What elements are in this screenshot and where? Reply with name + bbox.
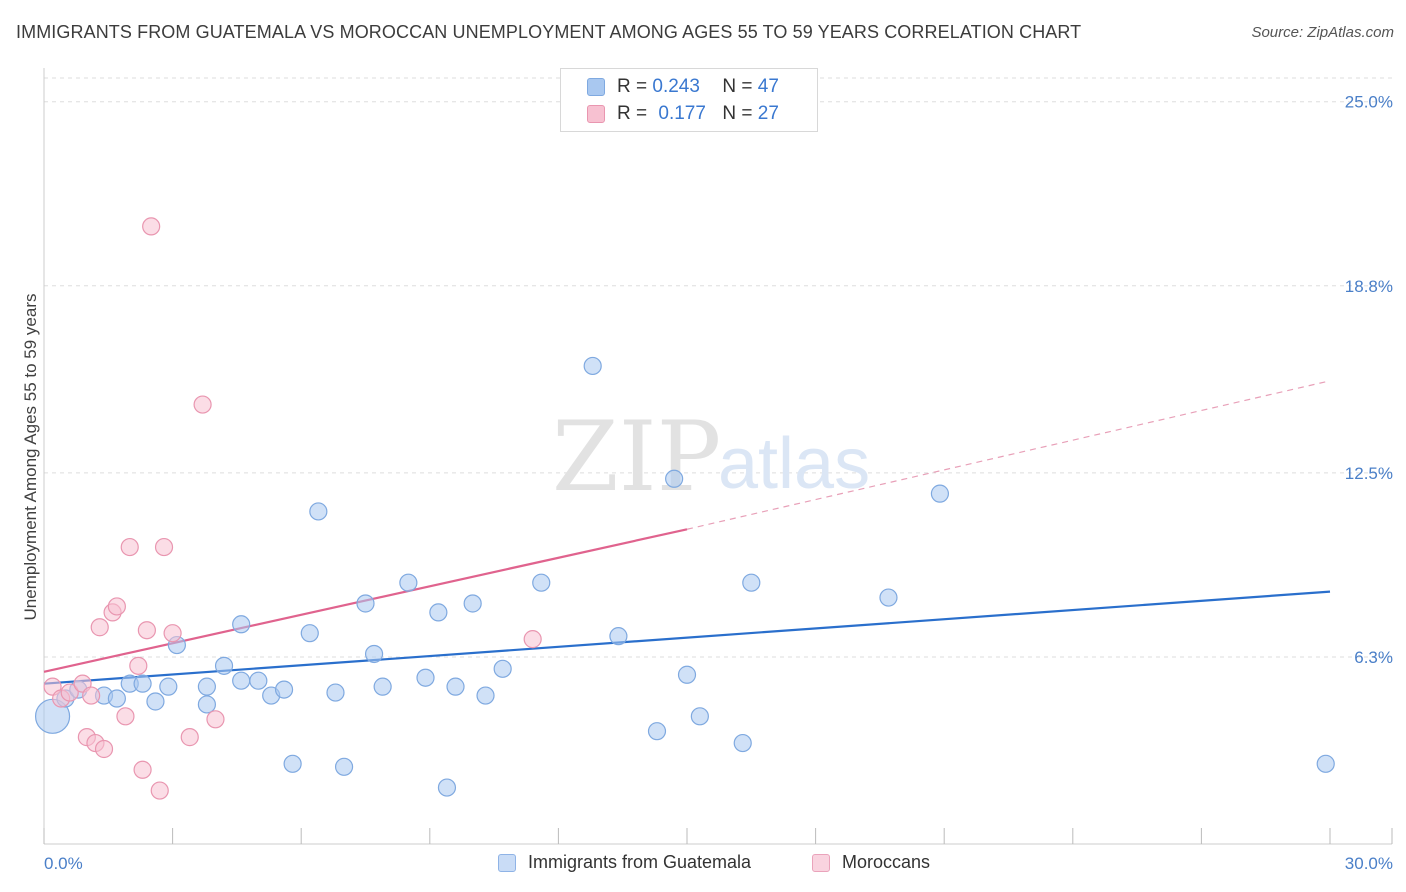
legend-row-moroccans: R = 0.177 N = 27 xyxy=(587,102,779,126)
data-point xyxy=(94,739,114,759)
data-point xyxy=(742,573,761,592)
watermark-atlas: atlas xyxy=(718,424,870,504)
data-point xyxy=(437,778,457,797)
data-point xyxy=(193,395,212,414)
data-point xyxy=(137,621,156,640)
data-point xyxy=(523,630,542,649)
x-tick-label: 30.0% xyxy=(1345,854,1393,873)
data-point xyxy=(677,665,697,684)
data-point xyxy=(309,502,328,521)
data-point xyxy=(180,728,199,747)
data-point xyxy=(129,656,148,675)
r-label: R = xyxy=(617,103,648,124)
data-point xyxy=(733,733,752,753)
data-point xyxy=(159,677,178,696)
legend-label: Moroccans xyxy=(842,852,931,872)
y-tick-label: 18.8% xyxy=(1345,277,1393,296)
data-point xyxy=(232,671,251,690)
data-point xyxy=(647,722,667,741)
data-point xyxy=(197,695,216,714)
data-point xyxy=(476,686,495,705)
r-label: R = xyxy=(617,76,648,97)
data-point xyxy=(690,707,709,726)
data-point xyxy=(142,217,161,236)
data-point xyxy=(446,677,465,696)
y-tick-label: 12.5% xyxy=(1345,464,1393,483)
data-point xyxy=(60,683,79,702)
data-point xyxy=(197,677,216,696)
grid-lines xyxy=(44,77,1392,658)
data-point xyxy=(163,624,182,643)
trend-line xyxy=(43,590,1331,685)
tick-labels: 6.3% 12.5% 18.8% 25.0% 0.0% 30.0% xyxy=(44,93,1393,873)
data-point xyxy=(116,707,135,726)
data-point xyxy=(283,754,302,773)
data-point xyxy=(429,603,448,622)
data-point xyxy=(107,689,126,708)
data-point xyxy=(154,537,174,557)
data-point xyxy=(133,760,152,779)
data-point xyxy=(609,627,628,646)
data-point xyxy=(133,674,152,693)
series-legend: Immigrants from Guatemala Moroccans xyxy=(0,852,1406,876)
data-point xyxy=(214,656,234,675)
r-value: 0.177 xyxy=(658,103,706,124)
legend-item-guatemala[interactable]: Immigrants from Guatemala xyxy=(498,852,751,873)
legend-item-moroccans[interactable]: Moroccans xyxy=(812,852,930,873)
y-tick-label: 6.3% xyxy=(1354,648,1393,667)
n-label: N = xyxy=(722,103,753,124)
legend-swatch xyxy=(498,853,516,872)
watermark: ZIP atlas xyxy=(552,401,870,513)
watermark-zip: ZIP xyxy=(552,401,721,513)
data-point xyxy=(930,484,950,503)
legend-swatch-guatemala xyxy=(587,78,605,96)
stats-legend: R = 0.243 N = 47 R = 0.177 N = 27 xyxy=(560,68,818,132)
data-point xyxy=(364,644,384,664)
data-point xyxy=(274,680,294,699)
data-point xyxy=(416,668,435,687)
source-label: Source: ZipAtlas.com xyxy=(1251,24,1394,41)
data-point xyxy=(326,683,345,702)
data-point xyxy=(665,469,684,488)
data-point xyxy=(232,615,251,634)
y-axis-label: Unemployment Among Ages 55 to 59 years xyxy=(21,294,40,621)
data-point xyxy=(532,573,551,592)
data-point xyxy=(150,781,169,800)
data-point xyxy=(146,692,165,711)
legend-swatch-moroccans xyxy=(587,105,605,123)
data-point xyxy=(356,594,375,613)
data-point xyxy=(90,618,109,637)
n-value: 27 xyxy=(757,103,779,124)
data-point xyxy=(1316,754,1335,773)
data-points xyxy=(34,217,1335,800)
data-point xyxy=(879,588,898,607)
data-point xyxy=(82,686,101,705)
data-point xyxy=(120,537,139,557)
data-point xyxy=(206,710,225,729)
data-point xyxy=(107,597,126,616)
legend-row-guatemala: R = 0.243 N = 47 xyxy=(587,75,779,99)
data-point xyxy=(583,356,602,376)
n-value: 47 xyxy=(757,76,779,97)
data-point xyxy=(373,677,392,696)
legend-label: Immigrants from Guatemala xyxy=(528,852,752,872)
data-point xyxy=(334,757,354,776)
data-point xyxy=(463,594,482,613)
y-tick-label: 25.0% xyxy=(1345,93,1393,112)
data-point xyxy=(493,659,512,678)
r-value: 0.243 xyxy=(652,76,700,97)
data-point xyxy=(249,671,268,690)
x-tick-label: 0.0% xyxy=(44,854,83,873)
n-label: N = xyxy=(722,76,753,97)
legend-swatch xyxy=(812,853,830,872)
data-point xyxy=(300,624,319,643)
chart-title: IMMIGRANTS FROM GUATEMALA VS MOROCCAN UN… xyxy=(16,22,1082,42)
data-point xyxy=(399,573,418,592)
